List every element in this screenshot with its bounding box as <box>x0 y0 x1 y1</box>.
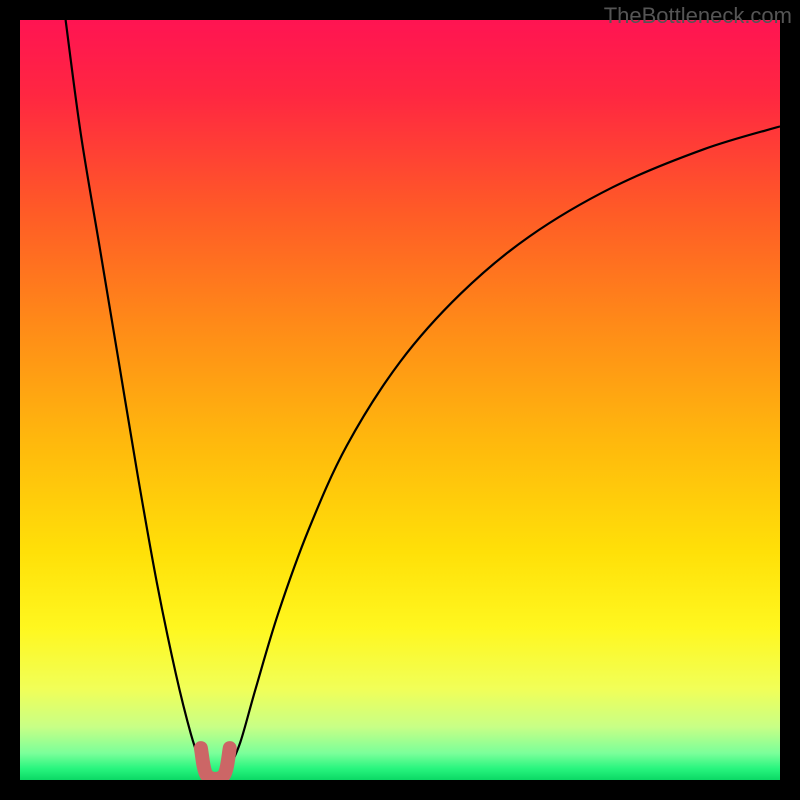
bottleneck-chart <box>0 0 800 800</box>
chart-frame: TheBottleneck.com <box>0 0 800 800</box>
chart-background <box>20 20 780 780</box>
